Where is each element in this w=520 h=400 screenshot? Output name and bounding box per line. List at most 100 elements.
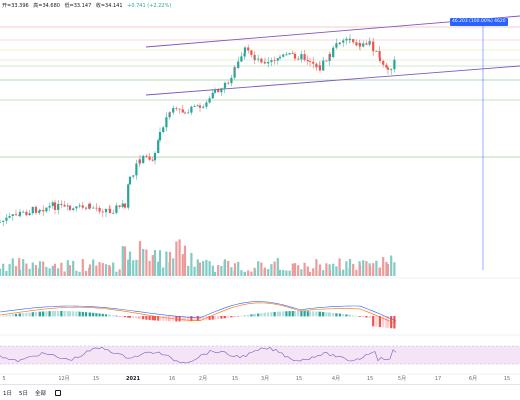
- macd-histogram-bar: [42, 311, 45, 317]
- candle-body: [213, 89, 217, 93]
- volume-bar: [297, 265, 300, 276]
- macd-histogram-bar: [233, 316, 237, 317]
- macd-histogram-bar: [263, 312, 267, 317]
- candle-body: [365, 43, 368, 45]
- volume-bar: [362, 260, 365, 276]
- macd-histogram-bar: [153, 316, 157, 321]
- macd-histogram-bar: [115, 315, 118, 317]
- macd-histogram-bar: [257, 313, 260, 317]
- volume-bar: [18, 258, 21, 276]
- volume-bar: [127, 259, 130, 276]
- macd-histogram-bar: [11, 314, 14, 317]
- volume-bar: [202, 261, 205, 276]
- volume-bar: [38, 261, 42, 276]
- macd-histogram-bar: [273, 311, 276, 317]
- candle-body: [362, 43, 365, 47]
- candle-body: [145, 155, 148, 157]
- candle-body: [243, 47, 247, 53]
- candle-body: [198, 105, 202, 108]
- macd-histogram-bar: [362, 316, 365, 318]
- low-value: 低=33.147: [64, 3, 92, 9]
- candle-body: [382, 60, 385, 65]
- candle-body: [172, 108, 175, 113]
- volume-bar: [183, 245, 187, 276]
- candle-body: [338, 43, 341, 45]
- volume-bar: [31, 262, 34, 276]
- time-axis-label: 5: [2, 376, 6, 382]
- macd-histogram-bar: [196, 316, 199, 321]
- volume-bar: [2, 263, 5, 276]
- macd-histogram-bar: [393, 316, 396, 329]
- volume-bar: [157, 261, 160, 276]
- volume-bar: [386, 264, 390, 276]
- macd-histogram-bar: [78, 311, 81, 317]
- macd-histogram-bar: [240, 315, 243, 317]
- candle-body: [270, 60, 273, 62]
- macd-histogram-bar: [378, 316, 382, 328]
- macd-histogram-bar: [342, 314, 345, 317]
- candle-body: [368, 41, 372, 43]
- candle-body: [88, 203, 92, 208]
- volume-bar: [278, 269, 282, 276]
- volume-bar: [393, 262, 396, 276]
- macd-histogram-bar: [25, 312, 28, 317]
- volume-bar: [153, 249, 157, 276]
- volume-bar: [14, 266, 18, 276]
- candle-body: [112, 212, 115, 214]
- candle-body: [81, 205, 84, 208]
- timeframe-5d-button[interactable]: 5日: [19, 390, 28, 397]
- macd-histogram-bar: [250, 314, 253, 317]
- candle-body: [92, 207, 95, 209]
- volume-bar: [22, 259, 25, 276]
- candle-body: [257, 58, 260, 60]
- candle-body: [240, 56, 243, 62]
- candle-body: [393, 59, 396, 70]
- candle-body: [34, 206, 38, 213]
- volume-bar: [48, 268, 51, 276]
- candle-body: [223, 82, 227, 88]
- candle-body: [162, 127, 165, 133]
- candle-body: [291, 53, 294, 54]
- candle-body: [253, 59, 257, 61]
- macd-histogram-bar: [145, 316, 148, 320]
- candle-body: [308, 61, 312, 63]
- candle-body: [348, 39, 352, 40]
- volume-bar: [220, 265, 223, 276]
- candle-body: [250, 50, 253, 55]
- candle-body: [196, 105, 199, 107]
- macd-histogram-bar: [112, 315, 115, 317]
- time-axis-label: 15: [92, 376, 100, 382]
- macd-histogram-bar: [335, 313, 338, 317]
- volume-bar: [348, 258, 352, 276]
- calendar-icon[interactable]: [55, 389, 62, 396]
- timeframe-all-button[interactable]: 全部: [35, 390, 47, 397]
- macd-histogram-bar: [385, 316, 388, 328]
- volume-bar: [57, 268, 60, 276]
- volume-bar: [25, 263, 28, 276]
- candle-body: [183, 112, 187, 114]
- macd-histogram-bar: [38, 311, 42, 317]
- volume-bar: [123, 246, 127, 276]
- candle-body: [84, 207, 88, 209]
- candle-body: [282, 54, 285, 57]
- macd-histogram-bar: [253, 313, 257, 317]
- macd-histogram-bar: [22, 313, 25, 317]
- time-axis[interactable]: 5 12月 15 2021 16 2月 15 3月 15 4月 15 5月 17 6月 15: [0, 374, 520, 384]
- volume-bar: [11, 258, 14, 276]
- volume-bar: [88, 264, 92, 276]
- candle-body: [335, 43, 338, 48]
- timeframe-1d-button[interactable]: 1日: [3, 390, 12, 397]
- time-axis-label: 2021: [126, 376, 140, 382]
- macd-histogram-bar: [14, 313, 18, 317]
- candle-body: [135, 163, 138, 176]
- macd-histogram-bar: [338, 313, 342, 317]
- candle-body: [132, 175, 135, 177]
- candle-body: [285, 54, 288, 56]
- volume-bar: [276, 258, 279, 276]
- macd-histogram-bar: [183, 316, 187, 322]
- volume-bar: [172, 258, 175, 276]
- macd-histogram-bar: [358, 316, 362, 317]
- volume-bar: [303, 262, 306, 276]
